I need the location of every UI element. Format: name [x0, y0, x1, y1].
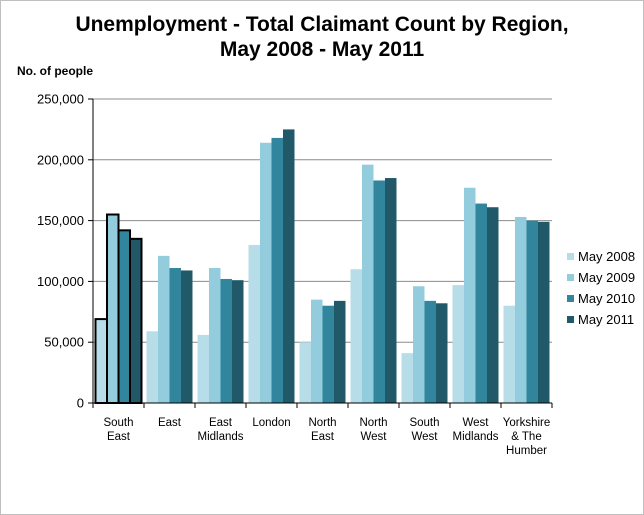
legend: May 2008 May 2009 May 2010 May 2011 [567, 249, 635, 327]
x-tick-label: West [463, 417, 490, 429]
bars [94, 129, 550, 405]
y-tick-label: 250,000 [37, 92, 84, 107]
x-tick-label: South [103, 417, 133, 429]
bar [350, 269, 362, 403]
bar [413, 286, 425, 403]
bar [197, 334, 209, 403]
bar [260, 142, 272, 403]
y-axis-label: No. of people [17, 64, 93, 78]
x-tick-label: East [107, 431, 131, 443]
bar [129, 237, 143, 404]
bar [515, 216, 527, 403]
bar [436, 303, 448, 403]
y-axis-ticks: 0 50,000 100,000 150,000 200,000 250,000 [37, 92, 93, 411]
bar [169, 268, 181, 403]
x-tick-label: West [361, 431, 388, 443]
bar [283, 129, 295, 403]
legend-swatch [567, 274, 574, 281]
x-tick-label: East [158, 417, 182, 429]
bar [503, 305, 515, 403]
axes [88, 99, 553, 408]
x-tick-label: London [252, 417, 290, 429]
chart-title-line-2: May 2008 - May 2011 [219, 38, 425, 61]
x-tick-label: & The [511, 431, 541, 443]
y-tick-label: 150,000 [37, 213, 84, 228]
bar [232, 280, 244, 403]
bar [311, 299, 323, 403]
x-tick-label: West [412, 431, 439, 443]
bar [117, 229, 131, 404]
bar [106, 213, 120, 404]
bar [424, 300, 436, 403]
legend-swatch [567, 295, 574, 302]
bar [401, 353, 413, 403]
x-tick-label: South [409, 417, 439, 429]
legend-label: May 2011 [578, 312, 634, 327]
legend-label: May 2009 [578, 270, 635, 285]
x-tick-label: East [209, 417, 233, 429]
x-tick-label: Humber [506, 445, 547, 457]
y-tick-label: 50,000 [44, 335, 84, 350]
bar [322, 305, 334, 403]
y-tick-label: 200,000 [37, 152, 84, 167]
bar [464, 187, 476, 403]
bar [526, 220, 538, 403]
chart-title-line-1: Unemployment - Total Claimant Count by R… [75, 13, 569, 36]
bar [146, 331, 158, 403]
bar [452, 285, 464, 403]
bar [94, 318, 108, 405]
x-tick-label: Yorkshire [503, 417, 551, 429]
bar [385, 178, 397, 403]
bar [271, 137, 283, 404]
x-axis-categories: South East East East Midlands London North East… [103, 417, 550, 457]
x-tick-label: Midlands [197, 431, 243, 443]
bar [299, 342, 311, 403]
bar [248, 244, 260, 403]
bar [487, 207, 499, 403]
legend-swatch [567, 253, 574, 260]
legend-label: May 2010 [578, 291, 635, 306]
bar [475, 203, 487, 403]
bar [362, 164, 374, 403]
bar [373, 180, 385, 403]
bar [334, 300, 346, 403]
y-tick-label: 0 [77, 396, 84, 411]
x-tick-label: North [308, 417, 336, 429]
bar [158, 255, 170, 403]
bar [181, 270, 193, 403]
bar [209, 268, 221, 403]
x-tick-label: East [311, 431, 335, 443]
bar [220, 278, 232, 403]
legend-label: May 2008 [578, 249, 635, 264]
chart-title: Unemployment - Total Claimant Count by R… [0, 12, 644, 62]
bar [538, 221, 550, 403]
legend-swatch [567, 316, 574, 323]
x-tick-label: North [359, 417, 387, 429]
x-tick-label: Midlands [452, 431, 498, 443]
y-tick-label: 100,000 [37, 274, 84, 289]
